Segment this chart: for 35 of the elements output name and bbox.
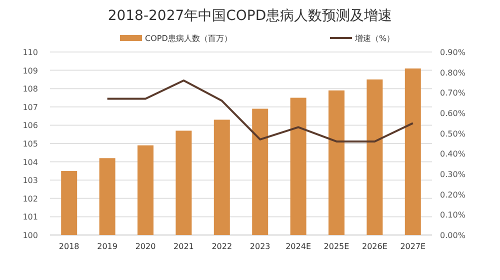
- y2-tick-label: 0.40%: [440, 150, 466, 159]
- x-tick-label: 2023: [250, 242, 270, 251]
- y2-tick-label: 0.30%: [440, 170, 466, 179]
- y2-tick-label: 0.20%: [440, 190, 466, 200]
- y2-tick-label: 0.50%: [440, 129, 466, 138]
- legend-label: COPD患病人数（百万）: [145, 34, 232, 43]
- chart-title: 2018-2027年中国COPD患病人数预测及增速: [108, 8, 392, 24]
- x-tick-label: 2018: [58, 242, 80, 251]
- y-tick-label: 106: [22, 121, 38, 130]
- y-tick-label: 102: [22, 194, 38, 204]
- y-tick-label: 105: [22, 140, 38, 148]
- x-tick-label: 2024E: [286, 242, 312, 251]
- x-tick-label: 2020: [135, 242, 156, 251]
- x-tick-label: 2019: [97, 242, 118, 251]
- y-tick-label: 101: [22, 212, 38, 222]
- x-tick-label: 2026E: [362, 242, 388, 251]
- y-tick-label: 104: [22, 158, 38, 167]
- y2-tick-label: 0.60%: [440, 109, 466, 118]
- x-tick-label: 2025E: [324, 242, 350, 251]
- y-tick-label: 100: [22, 231, 38, 240]
- x-tick-label: 2027E: [400, 242, 426, 251]
- legend-label: 增速（%）: [354, 34, 395, 43]
- y2-tick-label: 0.00%: [440, 231, 466, 240]
- y2-tick-label: 0.80%: [440, 68, 466, 78]
- y-tick-label: 110: [22, 48, 38, 57]
- x-tick-label: 2022: [212, 242, 232, 251]
- y-tick-label: 103: [22, 176, 38, 186]
- y-tick-label: 109: [22, 66, 38, 76]
- y-tick-label: 108: [22, 84, 38, 94]
- y2-tick-label: 0.10%: [440, 210, 466, 220]
- x-tick-label: 2021: [174, 242, 194, 251]
- line-series: [106, 79, 414, 142]
- y-tick-label: 107: [22, 102, 38, 112]
- y2-tick-label: 0.90%: [440, 48, 466, 57]
- y2-tick-label: 0.70%: [440, 88, 466, 98]
